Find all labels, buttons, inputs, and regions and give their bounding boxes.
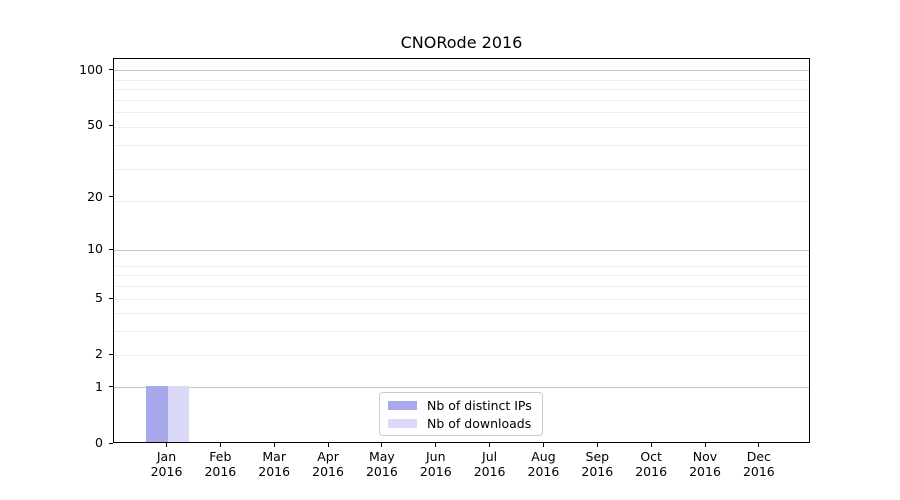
x-tick-label-year: 2016: [312, 464, 344, 479]
x-tick-mark: [327, 443, 329, 447]
y-tick-mark: [109, 386, 113, 388]
y-tick-mark: [109, 196, 113, 198]
y-tick-label: 5: [95, 290, 103, 306]
x-tick-mark: [435, 443, 437, 447]
y-tick-label: 20: [87, 188, 103, 204]
x-tick-label-year: 2016: [258, 464, 291, 479]
legend-label-downloads: Nb of downloads: [427, 415, 532, 431]
minor-gridline: [114, 127, 809, 129]
chart-title: CNORode 2016: [400, 33, 523, 52]
x-tick-mark: [758, 443, 760, 447]
bar-distinct-ips: [146, 385, 168, 442]
y-tick-label: 2: [95, 346, 103, 362]
x-tick-label-year: 2016: [150, 464, 183, 479]
minor-gridline: [114, 265, 809, 267]
minor-gridline: [114, 354, 809, 356]
x-tick-label-year: 2016: [635, 464, 668, 479]
y-tick-mark: [109, 69, 113, 71]
major-gridline: [114, 387, 809, 389]
minor-gridline: [114, 89, 809, 91]
legend-item-downloads: Nb of downloads: [388, 416, 534, 431]
x-tick-label: Feb 2016: [190, 449, 250, 479]
legend-item-distinct-ips: Nb of distinct IPs: [388, 398, 534, 413]
y-tick-label: 0: [95, 435, 103, 450]
y-tick-label: 10: [87, 241, 103, 257]
y-tick-mark: [109, 442, 113, 444]
y-tick-label: 1: [95, 378, 103, 394]
x-tick-label: Jun 2016: [406, 449, 466, 479]
major-gridline: [114, 249, 809, 251]
plot-area: [113, 58, 810, 443]
minor-gridline: [114, 275, 809, 277]
minor-gridline: [114, 100, 809, 102]
x-tick-label: Jan 2016: [137, 449, 197, 479]
minor-gridline: [114, 145, 809, 147]
minor-gridline: [114, 168, 809, 170]
x-tick-mark: [596, 443, 598, 447]
y-tick-mark: [109, 353, 113, 355]
x-tick-mark: [381, 443, 383, 447]
x-tick-label: May 2016: [352, 449, 412, 479]
x-tick-label: Dec 2016: [729, 449, 789, 479]
x-tick-label-year: 2016: [473, 464, 506, 479]
y-tick-mark: [109, 248, 113, 250]
minor-gridline: [114, 201, 809, 203]
x-tick-label-year: 2016: [527, 464, 560, 479]
minor-gridline: [114, 331, 809, 333]
x-tick-label-year: 2016: [419, 464, 452, 479]
x-tick-label: Nov 2016: [675, 449, 735, 479]
minor-gridline: [114, 79, 809, 81]
x-tick-mark: [166, 443, 167, 447]
x-tick-mark: [542, 443, 544, 447]
y-tick-label: 100: [79, 61, 103, 77]
minor-gridline: [114, 298, 809, 300]
y-tick-mark: [109, 124, 113, 126]
minor-gridline: [114, 313, 809, 315]
x-tick-label: Mar 2016: [244, 449, 304, 479]
legend-swatch-downloads: [388, 418, 417, 428]
x-tick-label: Apr 2016: [298, 449, 358, 479]
major-gridline: [114, 70, 809, 72]
minor-gridline: [114, 286, 809, 288]
x-tick-label: Aug 2016: [513, 449, 573, 479]
legend: Nb of distinct IPs Nb of downloads: [379, 392, 543, 436]
x-tick-label: Sep 2016: [567, 449, 627, 479]
x-tick-label: Oct 2016: [621, 449, 681, 479]
x-tick-label-year: 2016: [742, 464, 775, 479]
legend-label-distinct-ips: Nb of distinct IPs: [427, 397, 532, 413]
x-tick-label-year: 2016: [689, 464, 721, 479]
x-tick-mark: [489, 443, 491, 447]
x-tick-mark: [650, 443, 652, 447]
minor-gridline: [114, 112, 809, 114]
y-tick-mark: [109, 297, 113, 299]
x-tick-mark: [273, 443, 275, 447]
x-tick-label: Jul 2016: [460, 449, 520, 479]
x-tick-label-year: 2016: [581, 464, 614, 479]
x-tick-label-year: 2016: [365, 464, 398, 479]
x-tick-label-year: 2016: [204, 464, 237, 479]
x-tick-mark: [704, 443, 706, 447]
x-tick-mark: [219, 443, 221, 447]
legend-swatch-distinct-ips: [388, 400, 417, 410]
y-tick-label: 50: [87, 117, 103, 133]
bar-downloads: [167, 385, 189, 442]
